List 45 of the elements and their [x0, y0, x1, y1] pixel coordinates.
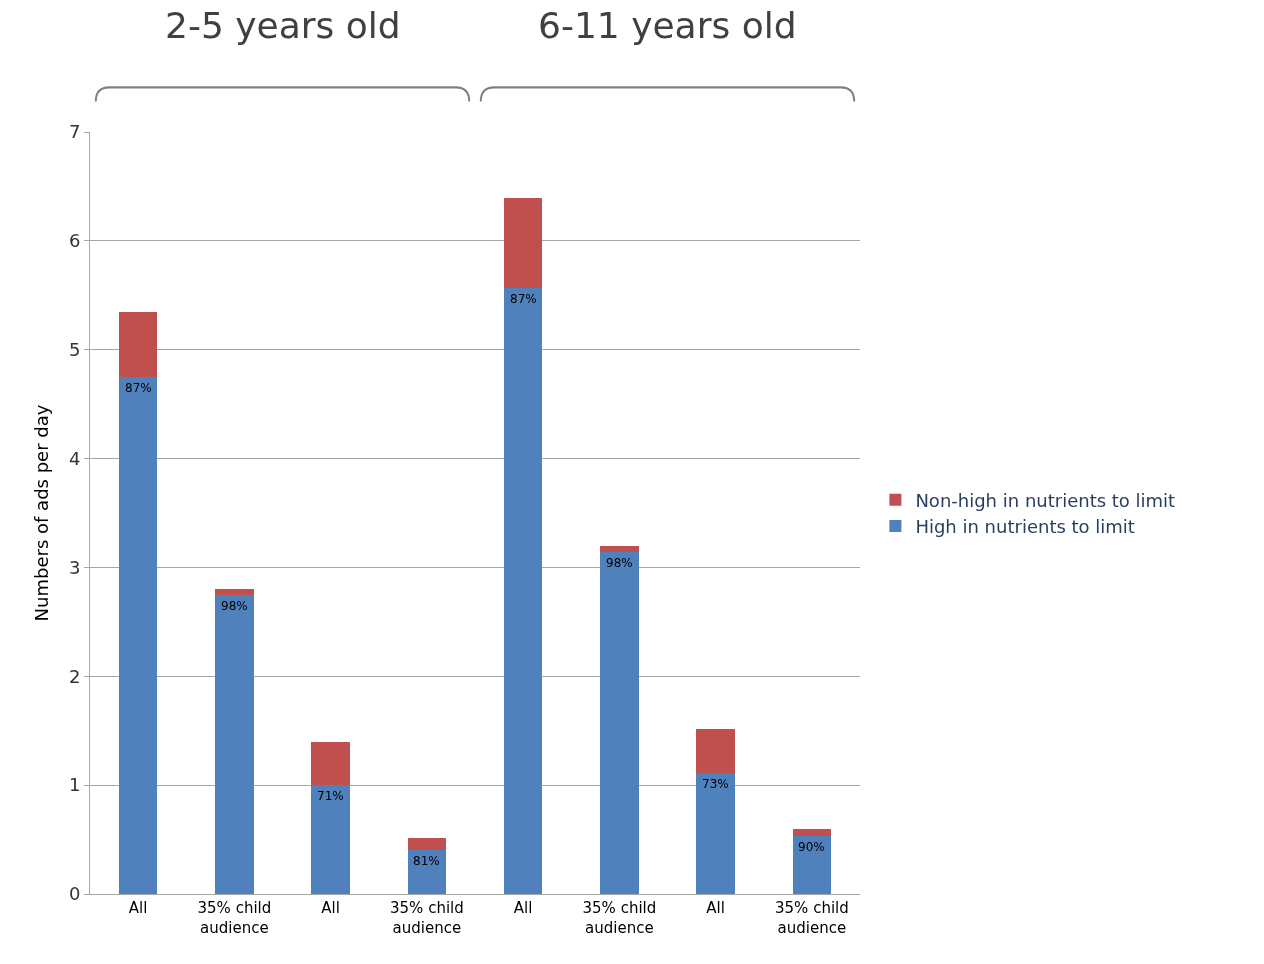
y-tick-label: 5: [68, 339, 81, 361]
legend-label: High in nutrients to limit: [915, 516, 1135, 538]
text: 2-5 years old: [165, 5, 401, 46]
x-tick-label: 35% child audience: [197, 899, 272, 937]
bar: [696, 728, 735, 774]
y-tick-label: 7: [68, 121, 81, 143]
legend-label: Non-high in nutrients to limit: [915, 489, 1176, 511]
bar: [311, 741, 350, 786]
y-tick-label: 0: [68, 883, 81, 905]
bar: [215, 589, 254, 595]
y-tick-label: 1: [68, 774, 81, 796]
bar: [118, 376, 158, 894]
x-tick-label: 35% child audience: [582, 899, 657, 937]
bar: [696, 773, 735, 894]
bar: [311, 785, 350, 894]
bar: [407, 838, 447, 851]
x-tick-label: All: [128, 899, 148, 917]
bar: [215, 594, 254, 894]
annotation: 98%: [606, 556, 633, 570]
annotation: 81%: [413, 854, 440, 868]
x-tick-label: 35% child audience: [775, 899, 849, 937]
y-tick-label: 2: [68, 665, 81, 687]
y-axis-title: Numbers of ads per day: [31, 404, 53, 622]
annotation: 98%: [221, 599, 248, 613]
bar: [792, 836, 832, 894]
annotation: 87%: [510, 292, 537, 306]
bar: [407, 850, 447, 894]
annotation: 87%: [125, 381, 152, 395]
x-tick-label: All: [321, 899, 340, 917]
y-tick-label: 3: [68, 556, 81, 578]
bar: [600, 552, 639, 894]
bar: [600, 545, 639, 553]
x-tick-label: All: [706, 899, 725, 917]
bar: [118, 311, 158, 377]
annotation: 90%: [798, 840, 825, 854]
annotation: 71%: [317, 789, 344, 803]
x-tick-label: All: [513, 899, 533, 917]
text: 6-11 years old: [538, 5, 797, 46]
x-tick-label: 35% child audience: [390, 899, 464, 937]
y-tick-label: 6: [68, 230, 81, 252]
bar: [503, 287, 543, 894]
bar: [792, 828, 832, 837]
bar: [503, 198, 543, 288]
annotation: 73%: [702, 777, 729, 791]
y-tick-label: 4: [68, 447, 81, 469]
